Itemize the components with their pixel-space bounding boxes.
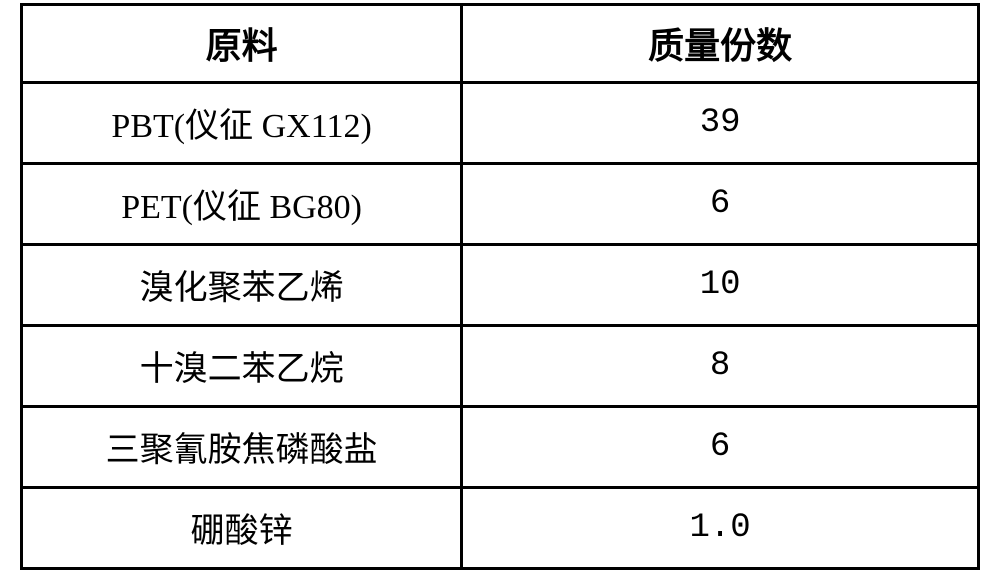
- cell-material: 十溴二苯乙烷: [22, 325, 462, 406]
- cell-material: 硼酸锌: [22, 487, 462, 568]
- table-row: 三聚氰胺焦磷酸盐 6: [22, 406, 979, 487]
- table-row: 十溴二苯乙烷 8: [22, 325, 979, 406]
- cell-material: PBT(仪征 GX112): [22, 82, 462, 163]
- cell-parts: 6: [462, 406, 979, 487]
- cell-parts: 1.0: [462, 487, 979, 568]
- data-table: 原料 质量份数 PBT(仪征 GX112) 39 PET(仪征 BG80) 6 …: [20, 3, 980, 570]
- column-header-material: 原料: [22, 4, 462, 82]
- table-row: PET(仪征 BG80) 6: [22, 163, 979, 244]
- cell-parts: 6: [462, 163, 979, 244]
- column-header-parts: 质量份数: [462, 4, 979, 82]
- table-row: PBT(仪征 GX112) 39: [22, 82, 979, 163]
- cell-material: PET(仪征 BG80): [22, 163, 462, 244]
- cell-material: 溴化聚苯乙烯: [22, 244, 462, 325]
- cell-parts: 10: [462, 244, 979, 325]
- cell-parts: 39: [462, 82, 979, 163]
- table-header-row: 原料 质量份数: [22, 4, 979, 82]
- cell-material: 三聚氰胺焦磷酸盐: [22, 406, 462, 487]
- table-body: PBT(仪征 GX112) 39 PET(仪征 BG80) 6 溴化聚苯乙烯 1…: [22, 82, 979, 568]
- table-row: 硼酸锌 1.0: [22, 487, 979, 568]
- table-header: 原料 质量份数: [22, 4, 979, 82]
- cell-parts: 8: [462, 325, 979, 406]
- table-container: 原料 质量份数 PBT(仪征 GX112) 39 PET(仪征 BG80) 6 …: [20, 3, 980, 570]
- table-row: 溴化聚苯乙烯 10: [22, 244, 979, 325]
